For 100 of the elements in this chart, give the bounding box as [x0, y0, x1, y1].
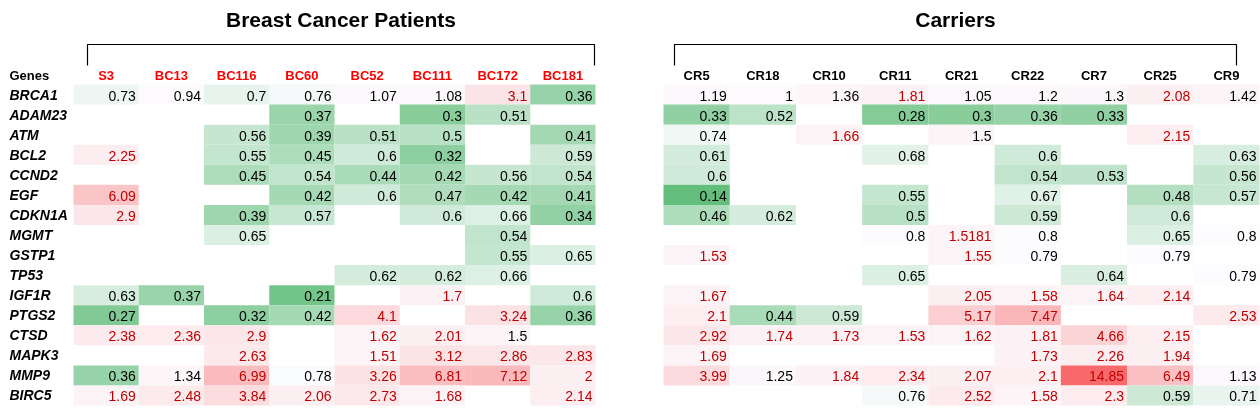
data-label: 0.65: [239, 227, 267, 244]
data-label: 0.54: [500, 227, 528, 244]
data-label: 1.53: [898, 328, 926, 345]
data-label: 1.07: [369, 87, 397, 104]
data-label: 2.08: [1163, 87, 1191, 104]
x-tick-label: CR21: [944, 68, 979, 83]
data-label: 3.84: [239, 388, 267, 405]
data-label: 2.14: [1163, 288, 1191, 305]
data-label: 4.66: [1096, 328, 1125, 345]
data-label: 6.99: [239, 368, 267, 385]
data-label: 3.12: [434, 348, 463, 365]
data-label: 2.83: [565, 348, 593, 365]
data-label: 0.74: [699, 127, 727, 144]
data-label: 1.58: [1030, 388, 1059, 405]
data-label: 3.24: [500, 308, 528, 325]
data-label: 2.38: [108, 328, 136, 345]
data-label: 0.6: [442, 207, 463, 224]
data-label: 0.79: [1163, 248, 1191, 265]
data-label: 1.25: [765, 368, 794, 385]
data-label: 1.73: [1030, 348, 1059, 365]
data-label: 0.6: [1038, 147, 1059, 164]
data-label: 0.65: [1163, 227, 1191, 244]
data-label: 5.17: [964, 308, 992, 325]
x-tick-label: CR7: [1080, 68, 1107, 83]
data-label: 1.94: [1163, 348, 1191, 365]
x-tick-label: BC181: [542, 68, 584, 83]
data-label: 0.33: [1096, 107, 1125, 124]
x-tick-label: CR9: [1213, 68, 1240, 83]
data-label: 0.55: [239, 147, 267, 164]
y-tick-label: MMP9: [9, 367, 51, 384]
data-label: 0.21: [304, 288, 332, 305]
data-label: 4.1: [377, 308, 397, 325]
data-label: 0.47: [434, 187, 463, 204]
data-label: 0.34: [565, 207, 593, 224]
data-label: 0.78: [304, 368, 332, 385]
data-label: 0.5: [442, 127, 463, 144]
y-tick-label: TP53: [9, 267, 44, 284]
data-label: 1.74: [765, 328, 794, 345]
data-label: 0.56: [239, 127, 267, 144]
data-label: 0.36: [565, 308, 593, 325]
y-tick-label: ADAM23: [8, 106, 68, 123]
data-label: 0.6: [377, 147, 397, 164]
data-label: 1.67: [699, 288, 727, 305]
data-label: 0.42: [500, 187, 528, 204]
data-label: 2.05: [964, 288, 992, 305]
data-label: 0.6: [377, 187, 397, 204]
data-label: 0.65: [898, 268, 926, 285]
data-label: 1: [785, 87, 794, 104]
data-label: 0.51: [369, 127, 397, 144]
data-label: 1.5: [507, 328, 528, 345]
data-label: 0.56: [1229, 167, 1257, 184]
x-tick-label: BC111: [412, 68, 452, 83]
data-label: 0.6: [707, 167, 727, 184]
data-label: 2.14: [565, 388, 593, 405]
data-label: 0.32: [434, 147, 463, 164]
data-label: 0.27: [108, 308, 136, 325]
data-label: 1.62: [369, 328, 397, 345]
x-tick-label: BC60: [285, 68, 319, 83]
data-label: 2.25: [108, 147, 136, 164]
data-label: 2.53: [1229, 308, 1257, 325]
data-label: 0.39: [239, 207, 267, 224]
data-label: 1.69: [108, 388, 136, 405]
data-label: 0.66: [500, 268, 528, 285]
data-label: 0.45: [304, 147, 332, 164]
data-label: 0.39: [304, 127, 332, 144]
data-label: 0.63: [1229, 147, 1257, 164]
y-tick-label: PTGS2: [9, 307, 56, 324]
data-label: 2: [584, 368, 593, 385]
data-label: 3.99: [699, 368, 727, 385]
x-tick-label: S3: [98, 68, 115, 83]
data-label: 0.73: [108, 87, 136, 104]
y-tick-label: BIRC5: [9, 387, 52, 404]
data-label: 0.57: [1229, 187, 1257, 204]
data-label: 0.41: [565, 187, 593, 204]
data-label: 0.68: [898, 147, 926, 164]
data-label: 0.59: [565, 147, 593, 164]
data-label: 0.46: [699, 207, 727, 224]
data-label: 2.26: [1096, 348, 1125, 365]
data-label: 1.5: [972, 127, 992, 144]
data-label: 1.34: [173, 368, 202, 385]
data-label: 0.3: [442, 107, 463, 124]
data-label: 1.62: [964, 328, 992, 345]
data-label: 1.19: [699, 87, 727, 104]
y-tick-label: BRCA1: [9, 86, 58, 103]
data-label: 6.49: [1163, 368, 1191, 385]
data-label: 1.55: [964, 248, 992, 265]
y-tick-label: ATM: [8, 126, 40, 143]
data-label: 3.26: [369, 368, 397, 385]
data-label: 0.44: [765, 308, 794, 325]
data-label: 14.85: [1089, 368, 1125, 385]
data-label: 0.54: [304, 167, 332, 184]
data-label: 0.5: [905, 207, 926, 224]
data-label: 0.8: [905, 227, 926, 244]
data-label: 0.37: [304, 107, 332, 124]
data-label: 7.12: [500, 368, 528, 385]
data-label: 0.6: [573, 288, 593, 305]
data-label: 0.52: [765, 107, 794, 124]
data-label: 2.36: [173, 328, 202, 345]
data-label: 2.52: [964, 388, 992, 405]
y-tick-label: MAPK3: [9, 347, 59, 364]
